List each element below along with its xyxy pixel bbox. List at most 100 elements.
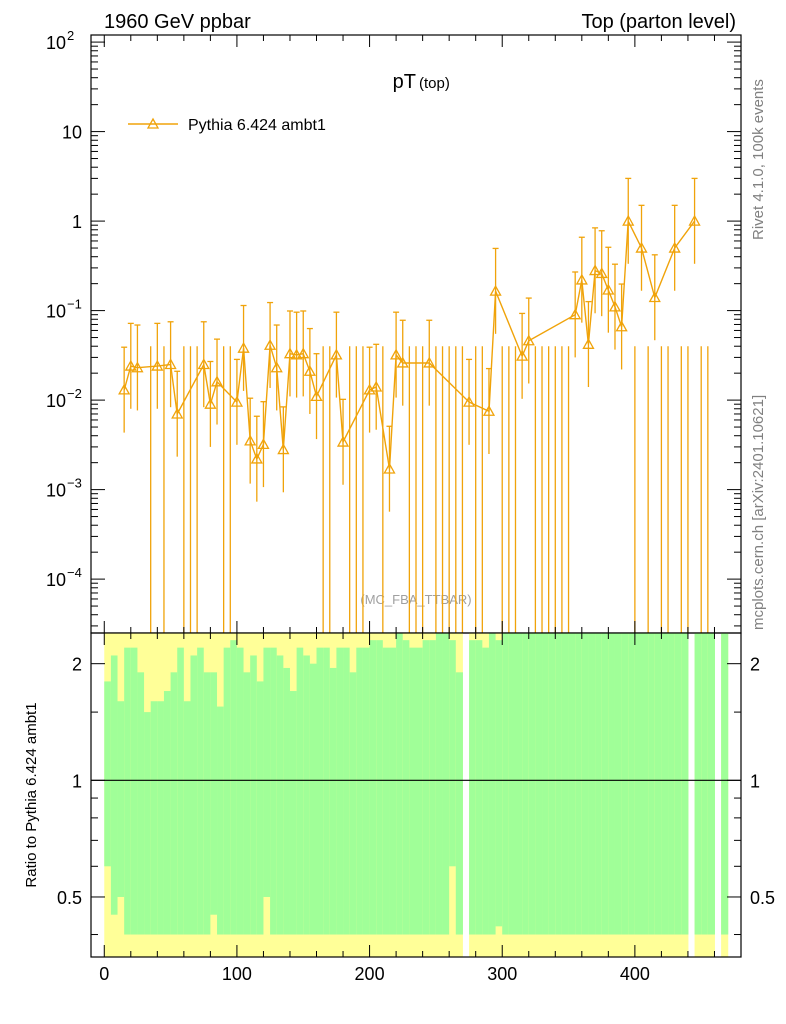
- green-band: [482, 647, 490, 935]
- green-band: [124, 647, 132, 935]
- green-band: [110, 655, 119, 915]
- mcplots-label: mcplots.cern.ch [arXiv:2401.10621]: [750, 395, 767, 630]
- ratio-plot: 0.5 0.5 1 1 2 2 0 100 200 300 400 Ratio to Pythia 6…: [23, 632, 775, 984]
- data-point: [204, 397, 217, 409]
- data-point: [118, 383, 131, 395]
- data-point: [622, 214, 635, 226]
- green-band: [223, 647, 231, 935]
- green-band: [535, 633, 543, 935]
- green-band: [422, 640, 430, 935]
- data-point: [237, 341, 250, 353]
- green-band: [701, 633, 709, 935]
- green-band: [601, 633, 609, 935]
- green-band: [296, 647, 304, 935]
- y-tick-label: 10: [46, 33, 66, 53]
- data-point: [489, 284, 502, 296]
- green-band: [694, 633, 702, 935]
- green-band: [382, 647, 390, 935]
- rivet-label: Rivet 4.1.0, 100k events: [750, 79, 767, 240]
- green-band: [575, 633, 583, 935]
- data-point: [283, 347, 297, 359]
- data-point: [290, 348, 303, 360]
- x-tick-label: 300: [487, 964, 517, 984]
- data-point: [569, 308, 582, 320]
- data-point: [303, 364, 316, 376]
- green-band: [614, 633, 623, 935]
- x-tick-label: 0: [99, 964, 109, 984]
- data-point: [257, 438, 270, 450]
- y-tick-exponent: 2: [67, 28, 74, 43]
- green-band: [621, 633, 629, 935]
- green-band: [475, 640, 483, 935]
- green-band: [502, 633, 510, 935]
- green-band: [163, 691, 172, 935]
- data-point: [588, 264, 602, 276]
- green-band: [256, 681, 264, 935]
- green-band: [316, 647, 324, 935]
- green-band: [522, 633, 530, 935]
- green-band: [356, 647, 364, 935]
- data-point: [270, 361, 283, 373]
- data-point: [668, 241, 681, 253]
- y-tick-label: 1: [72, 212, 82, 232]
- data-point: [482, 404, 496, 416]
- y-tick-exponent: −3: [67, 476, 82, 491]
- y-tick-label-right: 1: [750, 771, 760, 791]
- y-tick-exponent: −1: [67, 297, 82, 312]
- green-band: [588, 633, 596, 935]
- green-band: [276, 655, 284, 935]
- green-band: [628, 633, 636, 935]
- green-band: [707, 633, 715, 935]
- green-band: [508, 633, 516, 935]
- green-band: [263, 647, 271, 897]
- green-band: [197, 647, 205, 935]
- green-band: [104, 681, 112, 867]
- green-band: [130, 647, 138, 935]
- green-band: [190, 655, 198, 935]
- green-band: [634, 633, 643, 935]
- green-band: [561, 633, 570, 935]
- green-band: [283, 667, 291, 935]
- green-band: [336, 647, 344, 935]
- green-band: [429, 640, 437, 935]
- data-point: [688, 214, 701, 226]
- green-band: [177, 647, 185, 935]
- green-band: [654, 633, 662, 935]
- green-band: [409, 647, 417, 935]
- header-left: 1960 GeV ppbar: [104, 11, 251, 33]
- green-band: [674, 633, 682, 935]
- data-point: [615, 320, 628, 332]
- y-tick-label: 2: [72, 655, 82, 675]
- data-point: [124, 359, 137, 371]
- y-tick-label: 10: [46, 481, 66, 501]
- green-band: [369, 640, 377, 935]
- y-tick-label-right: 0.5: [750, 888, 775, 908]
- green-band: [137, 672, 145, 935]
- data-point: [277, 443, 290, 455]
- green-band: [157, 701, 165, 935]
- green-band: [170, 672, 178, 935]
- x-tick-label: 400: [620, 964, 650, 984]
- data-point: [635, 241, 648, 253]
- green-band: [289, 691, 298, 935]
- data-point: [336, 435, 350, 447]
- green-band: [230, 640, 238, 935]
- green-band: [555, 633, 563, 935]
- green-band: [495, 640, 503, 927]
- data-point: [648, 291, 661, 303]
- green-band: [183, 701, 191, 935]
- green-band: [488, 633, 497, 935]
- data-point: [462, 395, 476, 407]
- green-band: [349, 672, 357, 935]
- data-point: [602, 283, 615, 295]
- data-point: [197, 358, 210, 370]
- main-plot: pT (top)(MC_FBA_TTBAR)Pythia 6.424 ambt11…: [46, 28, 742, 634]
- green-band: [449, 640, 457, 867]
- green-band: [389, 647, 397, 935]
- y-tick-label: 0.5: [57, 888, 82, 908]
- green-band: [203, 672, 211, 935]
- green-band: [210, 672, 218, 915]
- data-point: [396, 356, 409, 368]
- data-point: [151, 359, 164, 371]
- green-band: [641, 633, 649, 935]
